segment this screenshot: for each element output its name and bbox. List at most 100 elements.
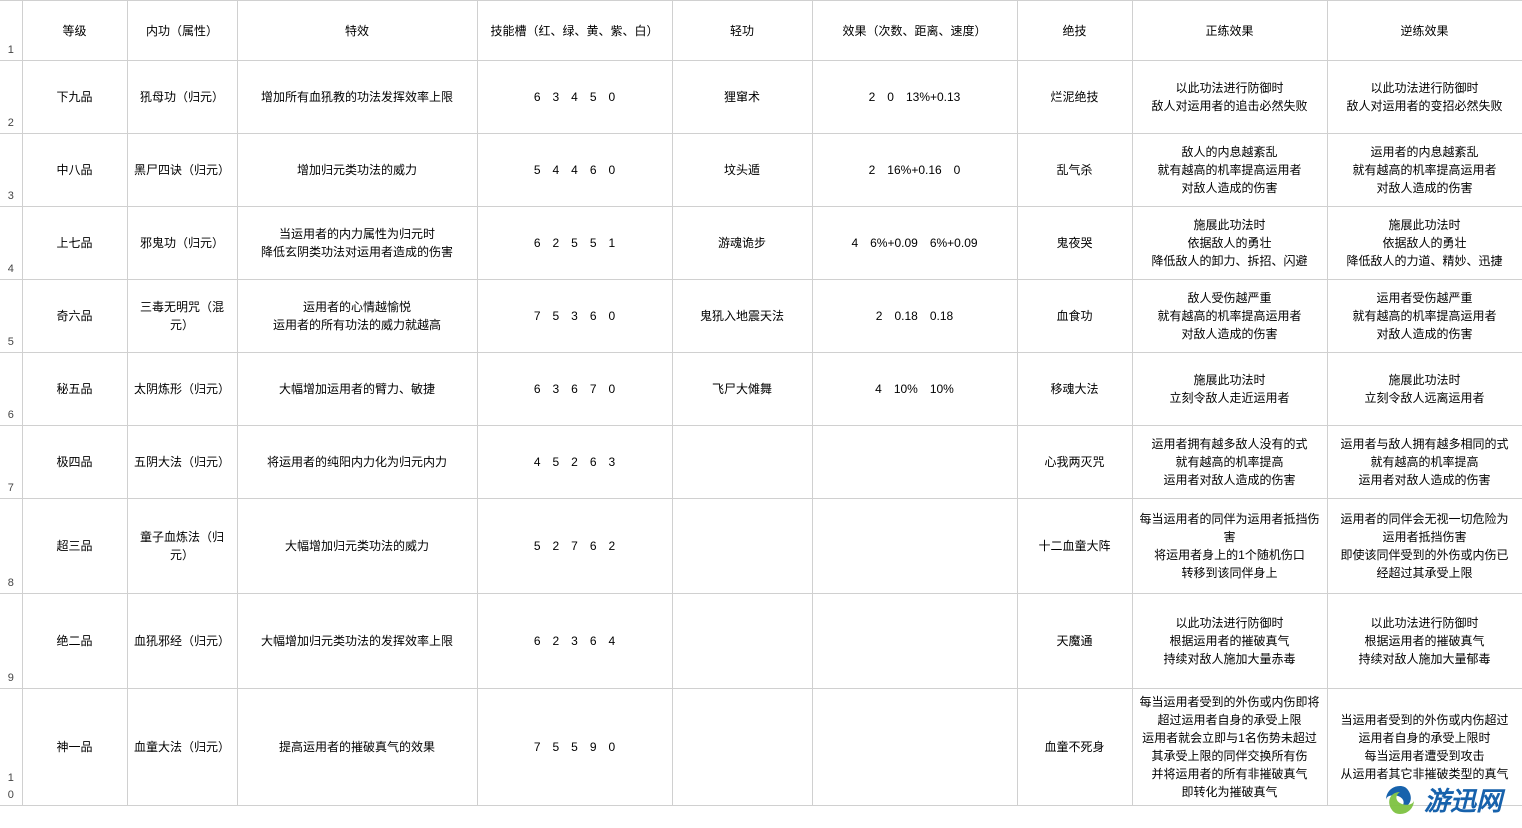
cell[interactable]: 运用者受伤越严重 就有越高的机率提高运用者 对敌人造成的伤害 [1327, 280, 1522, 353]
cell[interactable]: 奇六品 [22, 280, 127, 353]
cell[interactable]: 坟头遁 [672, 134, 812, 207]
row-number[interactable]: 3 [0, 134, 22, 207]
cell[interactable]: 五阴大法（归元） [127, 426, 237, 499]
cell[interactable]: 施展此功法时 依据敌人的勇壮 降低敌人的力道、精妙、迅捷 [1327, 207, 1522, 280]
cell[interactable]: 运用者的心情越愉悦 运用者的所有功法的威力就越高 [237, 280, 477, 353]
col-header-qinggong[interactable]: 轻功 [672, 1, 812, 61]
cell[interactable]: 施展此功法时 依据敌人的勇壮 降低敌人的卸力、拆招、闪避 [1132, 207, 1327, 280]
cell[interactable]: 血食功 [1017, 280, 1132, 353]
cell[interactable]: 以此功法进行防御时 根据运用者的摧破真气 持续对敌人施加大量赤毒 [1132, 594, 1327, 689]
col-header-zhenglian[interactable]: 正练效果 [1132, 1, 1327, 61]
row-number[interactable]: 2 [0, 61, 22, 134]
cell[interactable]: 游魂诡步 [672, 207, 812, 280]
row-number[interactable]: 9 [0, 594, 22, 689]
cell[interactable]: 提高运用者的摧破真气的效果 [237, 689, 477, 806]
row-number[interactable]: 5 [0, 280, 22, 353]
cell[interactable]: 血犼邪经（归元） [127, 594, 237, 689]
cell[interactable]: 运用者的同伴会无视一切危险为 运用者抵挡伤害 即使该同伴受到的外伤或内伤已 经超… [1327, 499, 1522, 594]
cell[interactable]: 十二血童大阵 [1017, 499, 1132, 594]
cell[interactable]: 运用者与敌人拥有越多相同的式 就有越高的机率提高 运用者对敌人造成的伤害 [1327, 426, 1522, 499]
cell[interactable] [812, 594, 1017, 689]
cell[interactable]: 以此功法进行防御时 根据运用者的摧破真气 持续对敌人施加大量郁毒 [1327, 594, 1522, 689]
cell[interactable]: 邪鬼功（归元） [127, 207, 237, 280]
cell[interactable]: 7 5 3 6 0 [477, 280, 672, 353]
cell[interactable]: 每当运用者的同伴为运用者抵挡伤害 将运用者身上的1个随机伤口 转移到该同伴身上 [1132, 499, 1327, 594]
cell[interactable]: 绝二品 [22, 594, 127, 689]
cell[interactable]: 敌人受伤越严重 就有越高的机率提高运用者 对敌人造成的伤害 [1132, 280, 1327, 353]
cell[interactable]: 增加所有血犼教的功法发挥效率上限 [237, 61, 477, 134]
cell[interactable]: 血童大法（归元） [127, 689, 237, 806]
cell[interactable]: 乱气杀 [1017, 134, 1132, 207]
cell[interactable]: 鬼犼入地震天法 [672, 280, 812, 353]
cell[interactable]: 太阴炼形（归元） [127, 353, 237, 426]
cell[interactable]: 7 5 5 9 0 [477, 689, 672, 806]
cell[interactable]: 大幅增加运用者的臂力、敏捷 [237, 353, 477, 426]
cell[interactable] [812, 499, 1017, 594]
col-header-params[interactable]: 效果（次数、距离、速度） [812, 1, 1017, 61]
cell[interactable]: 以此功法进行防御时 敌人对运用者的追击必然失败 [1132, 61, 1327, 134]
cell[interactable]: 童子血炼法（归元） [127, 499, 237, 594]
cell[interactable]: 6 3 4 5 0 [477, 61, 672, 134]
cell[interactable]: 移魂大法 [1017, 353, 1132, 426]
cell[interactable]: 6 2 5 5 1 [477, 207, 672, 280]
col-header-nilian[interactable]: 逆练效果 [1327, 1, 1522, 61]
cell[interactable]: 中八品 [22, 134, 127, 207]
cell[interactable]: 秘五品 [22, 353, 127, 426]
cell[interactable] [812, 426, 1017, 499]
row-number[interactable]: 7 [0, 426, 22, 499]
cell[interactable] [672, 426, 812, 499]
col-header-effect[interactable]: 特效 [237, 1, 477, 61]
col-header-skillslot[interactable]: 技能槽（红、绿、黄、紫、白） [477, 1, 672, 61]
cell[interactable] [672, 594, 812, 689]
cell[interactable]: 6 3 6 7 0 [477, 353, 672, 426]
cell[interactable]: 血童不死身 [1017, 689, 1132, 806]
cell[interactable]: 2 16%+0.16 0 [812, 134, 1017, 207]
cell[interactable]: 三毒无明咒（混元） [127, 280, 237, 353]
cell[interactable]: 超三品 [22, 499, 127, 594]
col-header-jueji[interactable]: 绝技 [1017, 1, 1132, 61]
header-row: 1 等级 内功（属性） 特效 技能槽（红、绿、黄、紫、白） 轻功 效果（次数、距… [0, 1, 1522, 61]
row-number[interactable]: 10 [0, 689, 22, 806]
cell[interactable]: 大幅增加归元类功法的发挥效率上限 [237, 594, 477, 689]
cell[interactable]: 4 6%+0.09 6%+0.09 [812, 207, 1017, 280]
cell[interactable]: 施展此功法时 立刻令敌人走近运用者 [1132, 353, 1327, 426]
row-number[interactable]: 4 [0, 207, 22, 280]
cell[interactable]: 6 2 3 6 4 [477, 594, 672, 689]
cell[interactable] [672, 689, 812, 806]
cell[interactable]: 4 10% 10% [812, 353, 1017, 426]
col-header-neigong[interactable]: 内功（属性） [127, 1, 237, 61]
cell[interactable]: 2 0 13%+0.13 [812, 61, 1017, 134]
row-number[interactable]: 8 [0, 499, 22, 594]
cell[interactable]: 将运用者的纯阳内力化为归元内力 [237, 426, 477, 499]
cell[interactable]: 烂泥绝技 [1017, 61, 1132, 134]
cell[interactable]: 心我两灭咒 [1017, 426, 1132, 499]
cell[interactable]: 飞尸大傩舞 [672, 353, 812, 426]
cell[interactable]: 运用者的内息越紊乱 就有越高的机率提高运用者 对敌人造成的伤害 [1327, 134, 1522, 207]
cell[interactable]: 增加归元类功法的威力 [237, 134, 477, 207]
table-row: 7极四品五阴大法（归元）将运用者的纯阳内力化为归元内力4 5 2 6 3 心我两灭… [0, 426, 1522, 499]
cell[interactable]: 每当运用者受到的外伤或内伤即将超过运用者自身的承受上限 运用者就会立即与1名伤势… [1132, 689, 1327, 806]
col-header-level[interactable]: 等级 [22, 1, 127, 61]
cell[interactable]: 犼母功（归元） [127, 61, 237, 134]
cell[interactable]: 以此功法进行防御时 敌人对运用者的变招必然失败 [1327, 61, 1522, 134]
cell[interactable]: 极四品 [22, 426, 127, 499]
cell[interactable]: 当运用者的内力属性为归元时 降低玄阴类功法对运用者造成的伤害 [237, 207, 477, 280]
cell[interactable]: 5 2 7 6 2 [477, 499, 672, 594]
cell[interactable]: 5 4 4 6 0 [477, 134, 672, 207]
cell[interactable]: 狸窜术 [672, 61, 812, 134]
cell[interactable]: 黑尸四诀（归元） [127, 134, 237, 207]
cell[interactable]: 上七品 [22, 207, 127, 280]
row-number[interactable]: 6 [0, 353, 22, 426]
cell[interactable]: 天魔通 [1017, 594, 1132, 689]
cell[interactable]: 4 5 2 6 3 [477, 426, 672, 499]
cell[interactable]: 大幅增加归元类功法的威力 [237, 499, 477, 594]
cell[interactable]: 敌人的内息越紊乱 就有越高的机率提高运用者 对敌人造成的伤害 [1132, 134, 1327, 207]
cell[interactable]: 下九品 [22, 61, 127, 134]
cell[interactable]: 运用者拥有越多敌人没有的式 就有越高的机率提高 运用者对敌人造成的伤害 [1132, 426, 1327, 499]
cell[interactable]: 2 0.18 0.18 [812, 280, 1017, 353]
cell[interactable]: 神一品 [22, 689, 127, 806]
cell[interactable]: 鬼夜哭 [1017, 207, 1132, 280]
cell[interactable] [672, 499, 812, 594]
cell[interactable] [812, 689, 1017, 806]
cell[interactable]: 施展此功法时 立刻令敌人远离运用者 [1327, 353, 1522, 426]
